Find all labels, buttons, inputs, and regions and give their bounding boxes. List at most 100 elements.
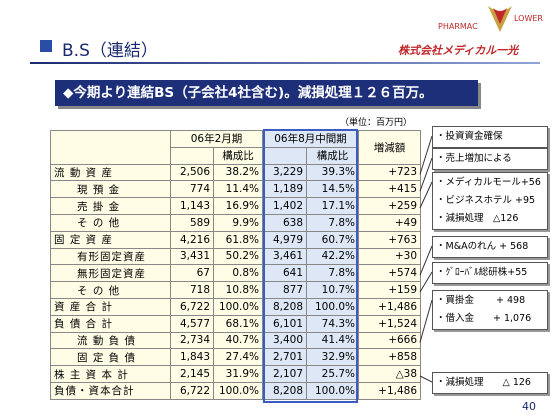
connector xyxy=(419,299,433,343)
row-label: そ の 他 xyxy=(50,213,171,232)
row-label: 無形固定資産 xyxy=(50,264,171,283)
slide-title: B.S（連結） xyxy=(62,41,158,61)
table-row: 固 定 負 債 1,843 27.4% 2,701 32.9% +858 xyxy=(50,348,422,367)
cell: 50.2% xyxy=(212,247,264,266)
callout-line: ・減損処理 △126 xyxy=(436,213,519,224)
cell: 67 xyxy=(170,264,214,283)
table-row: 固 定 資 産 4,216 61.8% 4,979 60.7% +763 xyxy=(50,230,422,249)
bs-table: 06年2月期 06年8月中間期 増減額 構成比 構成比流 動 資 産 2,506 38.2%… xyxy=(50,130,422,400)
header-cell xyxy=(170,146,214,165)
cell: 38.2% xyxy=(212,163,264,182)
table-row: 無形固定資産 67 0.8% 641 7.8% +574 xyxy=(50,264,422,283)
cell: 2,107 xyxy=(262,365,308,383)
row-label: 固 定 負 債 xyxy=(50,348,171,367)
table-row: 流 動 負 債 2,734 40.7% 3,400 41.4% +666 xyxy=(50,331,422,350)
header-cell xyxy=(50,130,171,165)
page-number: 40 xyxy=(522,400,536,413)
table-row: 株 主 資 本 計 2,145 31.9% 2,107 25.7% △38 xyxy=(50,365,422,383)
table-row: 売 掛 金 1,143 16.9% 1,402 17.1% +259 xyxy=(50,197,422,215)
unit-note: （単位：百万円） xyxy=(340,118,413,128)
header-cell: 06年8月中間期 xyxy=(262,130,360,148)
cell: 27.4% xyxy=(212,348,264,367)
table-row: そ の 他 589 9.9% 638 7.8% +49 xyxy=(50,213,422,232)
cell: +574 xyxy=(358,264,422,283)
callout-line: ・メディカルモール+56 xyxy=(436,177,541,188)
cell: +49 xyxy=(358,213,422,232)
cell: 25.7% xyxy=(306,365,360,383)
cell: 877 xyxy=(262,281,308,299)
cell: 7.8% xyxy=(306,264,360,283)
title-icon xyxy=(40,40,52,52)
connector xyxy=(419,157,433,192)
table-row: 資 産 合 計 6,722 100.0% 8,208 100.0% +1,486 xyxy=(50,297,422,316)
connector xyxy=(419,181,433,209)
cell: 14.5% xyxy=(306,180,360,199)
callout-line: ・買掛金 + 498 xyxy=(436,295,526,306)
cell: 2,145 xyxy=(170,365,214,383)
row-label: 有形固定資産 xyxy=(50,247,171,266)
cell: 3,400 xyxy=(262,331,308,350)
cell: 3,229 xyxy=(262,163,308,182)
callout-line: ・M&Aのれん + 568 xyxy=(436,241,529,252)
row-label: 固 定 資 産 xyxy=(50,230,171,249)
cell: 100.0% xyxy=(212,381,264,400)
callout-box: ・ｸﾞﾛｰﾊﾞﾙ総研株+55 xyxy=(432,262,548,284)
row-label: 負債・資本合計 xyxy=(50,381,171,400)
logo-left: PHARMAC xyxy=(438,22,478,31)
cell: 1,843 xyxy=(170,348,214,367)
callout-line: ・ｸﾞﾛｰﾊﾞﾙ総研株+55 xyxy=(436,267,528,278)
connector xyxy=(419,271,433,293)
cell: 60.7% xyxy=(306,230,360,249)
table-wrap: 06年2月期 06年8月中間期 増減額 構成比 構成比流 動 資 産 2,506 38.2%… xyxy=(50,130,422,400)
connector xyxy=(419,375,433,383)
callout-box: ・M&Aのれん + 568 xyxy=(432,236,548,258)
cell: 8,208 xyxy=(262,381,308,400)
cell: △38 xyxy=(358,365,422,383)
cell: 6,101 xyxy=(262,314,308,333)
header-cell: 構成比 xyxy=(212,146,264,165)
cell: 3,431 xyxy=(170,247,214,266)
table-row: 負 債 合 計 4,577 68.1% 6,101 74.3% +1,524 xyxy=(50,314,422,333)
company-name: 株式会社メディカル一光 xyxy=(398,44,519,57)
callout-line: ・減損処理 △ 126 xyxy=(436,377,531,388)
cell: 16.9% xyxy=(212,197,264,215)
cell: 10.8% xyxy=(212,281,264,299)
cell: 6,722 xyxy=(170,297,214,316)
cell: 100.0% xyxy=(306,297,360,316)
callout-box: ・メディカルモール+56 ・ビジネスホテル +95 ・減損処理 △126 xyxy=(432,172,548,230)
cell: 2,701 xyxy=(262,348,308,367)
cell: 61.8% xyxy=(212,230,264,249)
cell: 3,461 xyxy=(262,247,308,266)
cell: +30 xyxy=(358,247,422,266)
cell: +666 xyxy=(358,331,422,350)
callout-line: ・借入金 + 1,076 xyxy=(436,313,532,324)
cell: +1,524 xyxy=(358,314,422,333)
table-row: そ の 他 718 10.8% 877 10.7% +159 xyxy=(50,281,422,299)
cell: +1,486 xyxy=(358,297,422,316)
banner: ◆今期より連結BS（子会社4社含む)。減損処理１２６百万。 xyxy=(55,80,478,106)
header-cell xyxy=(262,146,308,165)
cell: 32.9% xyxy=(306,348,360,367)
callout-box: ・投資資金確保 xyxy=(432,126,548,148)
cell: 68.1% xyxy=(212,314,264,333)
connector xyxy=(419,245,433,276)
cell: 74.3% xyxy=(306,314,360,333)
header-cell: 増減額 xyxy=(358,130,422,165)
callout-box: ・売上増加による xyxy=(432,148,548,170)
cell: 7.8% xyxy=(306,213,360,232)
cell: 2,734 xyxy=(170,331,214,350)
connector xyxy=(419,135,433,175)
cell: +763 xyxy=(358,230,422,249)
cell: 4,979 xyxy=(262,230,308,249)
row-label: 株 主 資 本 計 xyxy=(50,365,171,383)
logo-flower xyxy=(488,6,512,32)
cell: +1,486 xyxy=(358,381,422,400)
cell: 11.4% xyxy=(212,180,264,199)
cell: 40.7% xyxy=(212,331,264,350)
table-row: 流 動 資 産 2,506 38.2% 3,229 39.3% +723 xyxy=(50,163,422,182)
callout-line: ・投資資金確保 xyxy=(436,131,503,142)
cell: 31.9% xyxy=(212,365,264,383)
cell: 17.1% xyxy=(306,197,360,215)
